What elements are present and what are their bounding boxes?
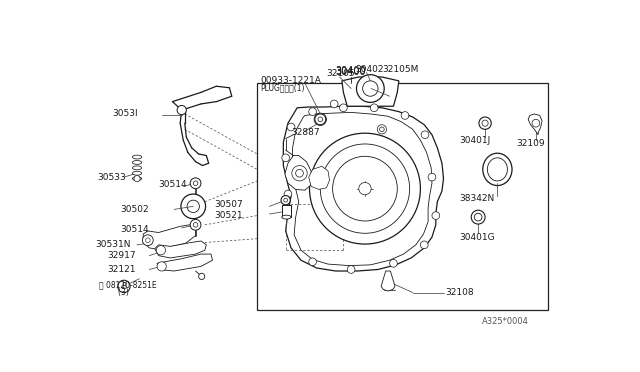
Ellipse shape [488,158,508,181]
Circle shape [296,169,303,177]
Text: 30401G: 30401G [459,232,495,242]
Polygon shape [342,77,399,106]
Circle shape [310,133,420,244]
Circle shape [471,210,485,224]
Text: (3): (3) [99,288,129,297]
Text: B: B [122,282,127,291]
Circle shape [198,273,205,279]
Text: 30521: 30521 [214,211,243,220]
Text: A325*0004: A325*0004 [482,317,529,326]
Circle shape [428,173,436,181]
Bar [282,205,291,217]
Circle shape [143,235,153,246]
Ellipse shape [132,166,141,170]
Text: 30514: 30514 [120,225,148,234]
Circle shape [420,241,428,249]
Text: 00933-1221A: 00933-1221A [260,76,321,84]
Circle shape [284,190,292,198]
Circle shape [187,200,200,212]
Text: 32105: 32105 [326,70,355,78]
Text: 38342N: 38342N [459,194,494,203]
Text: 32121: 32121 [108,265,136,274]
Circle shape [181,194,205,219]
Text: 30507: 30507 [214,200,243,209]
Circle shape [281,196,291,205]
Polygon shape [292,112,432,266]
Circle shape [390,260,397,267]
Text: PLUGプラグ(1): PLUGプラグ(1) [260,83,305,92]
Text: 30400: 30400 [336,66,367,76]
Polygon shape [308,166,330,189]
Circle shape [282,154,289,162]
Polygon shape [285,155,311,190]
Circle shape [330,100,338,108]
Text: 32887: 32887 [291,128,319,137]
Text: 30402: 30402 [355,65,383,74]
Circle shape [308,108,316,115]
Circle shape [318,117,323,122]
Polygon shape [155,241,206,258]
Circle shape [317,116,323,122]
Circle shape [284,198,287,202]
Circle shape [380,127,384,132]
Ellipse shape [132,155,141,159]
Polygon shape [143,225,196,250]
Circle shape [315,114,326,125]
Circle shape [314,113,326,125]
Circle shape [118,280,130,293]
Circle shape [292,166,307,181]
Circle shape [156,246,166,255]
Circle shape [479,117,492,129]
Text: 32105M: 32105M [382,65,419,74]
Circle shape [333,156,397,221]
Circle shape [363,81,378,96]
Text: 32108: 32108 [445,288,474,297]
Text: 30514: 30514 [159,180,188,189]
Circle shape [134,176,140,182]
Text: 32917: 32917 [108,251,136,260]
Polygon shape [528,114,542,135]
Text: 30533: 30533 [97,173,125,182]
Circle shape [432,212,440,219]
Circle shape [356,75,384,102]
Text: 3053l: 3053l [113,109,138,118]
Circle shape [320,144,410,233]
Text: 30400: 30400 [336,67,367,77]
Ellipse shape [132,161,141,164]
Polygon shape [157,254,212,271]
Circle shape [145,238,150,243]
Circle shape [474,213,482,221]
Ellipse shape [132,171,141,175]
Ellipse shape [282,215,291,219]
Circle shape [482,120,488,126]
Circle shape [340,104,348,112]
Text: 30401J: 30401J [459,136,490,145]
Text: 32109: 32109 [516,139,545,148]
Circle shape [371,104,378,112]
Circle shape [287,123,295,131]
Circle shape [348,266,355,273]
Circle shape [401,112,409,119]
Circle shape [308,258,316,266]
Circle shape [193,222,198,227]
Text: 30502: 30502 [120,205,148,214]
Circle shape [157,262,166,271]
Text: 30531N: 30531N [95,240,131,249]
Circle shape [193,181,198,186]
Circle shape [359,183,371,195]
Text: Ⓑ 08120-8251E: Ⓑ 08120-8251E [99,280,156,289]
Ellipse shape [483,153,512,186]
Circle shape [378,125,387,134]
Polygon shape [284,106,444,271]
Bar [257,83,548,310]
Circle shape [532,119,540,127]
Circle shape [190,219,201,230]
Polygon shape [381,271,395,291]
Ellipse shape [132,177,141,180]
Circle shape [421,131,429,139]
Circle shape [177,106,186,115]
Circle shape [190,178,201,189]
